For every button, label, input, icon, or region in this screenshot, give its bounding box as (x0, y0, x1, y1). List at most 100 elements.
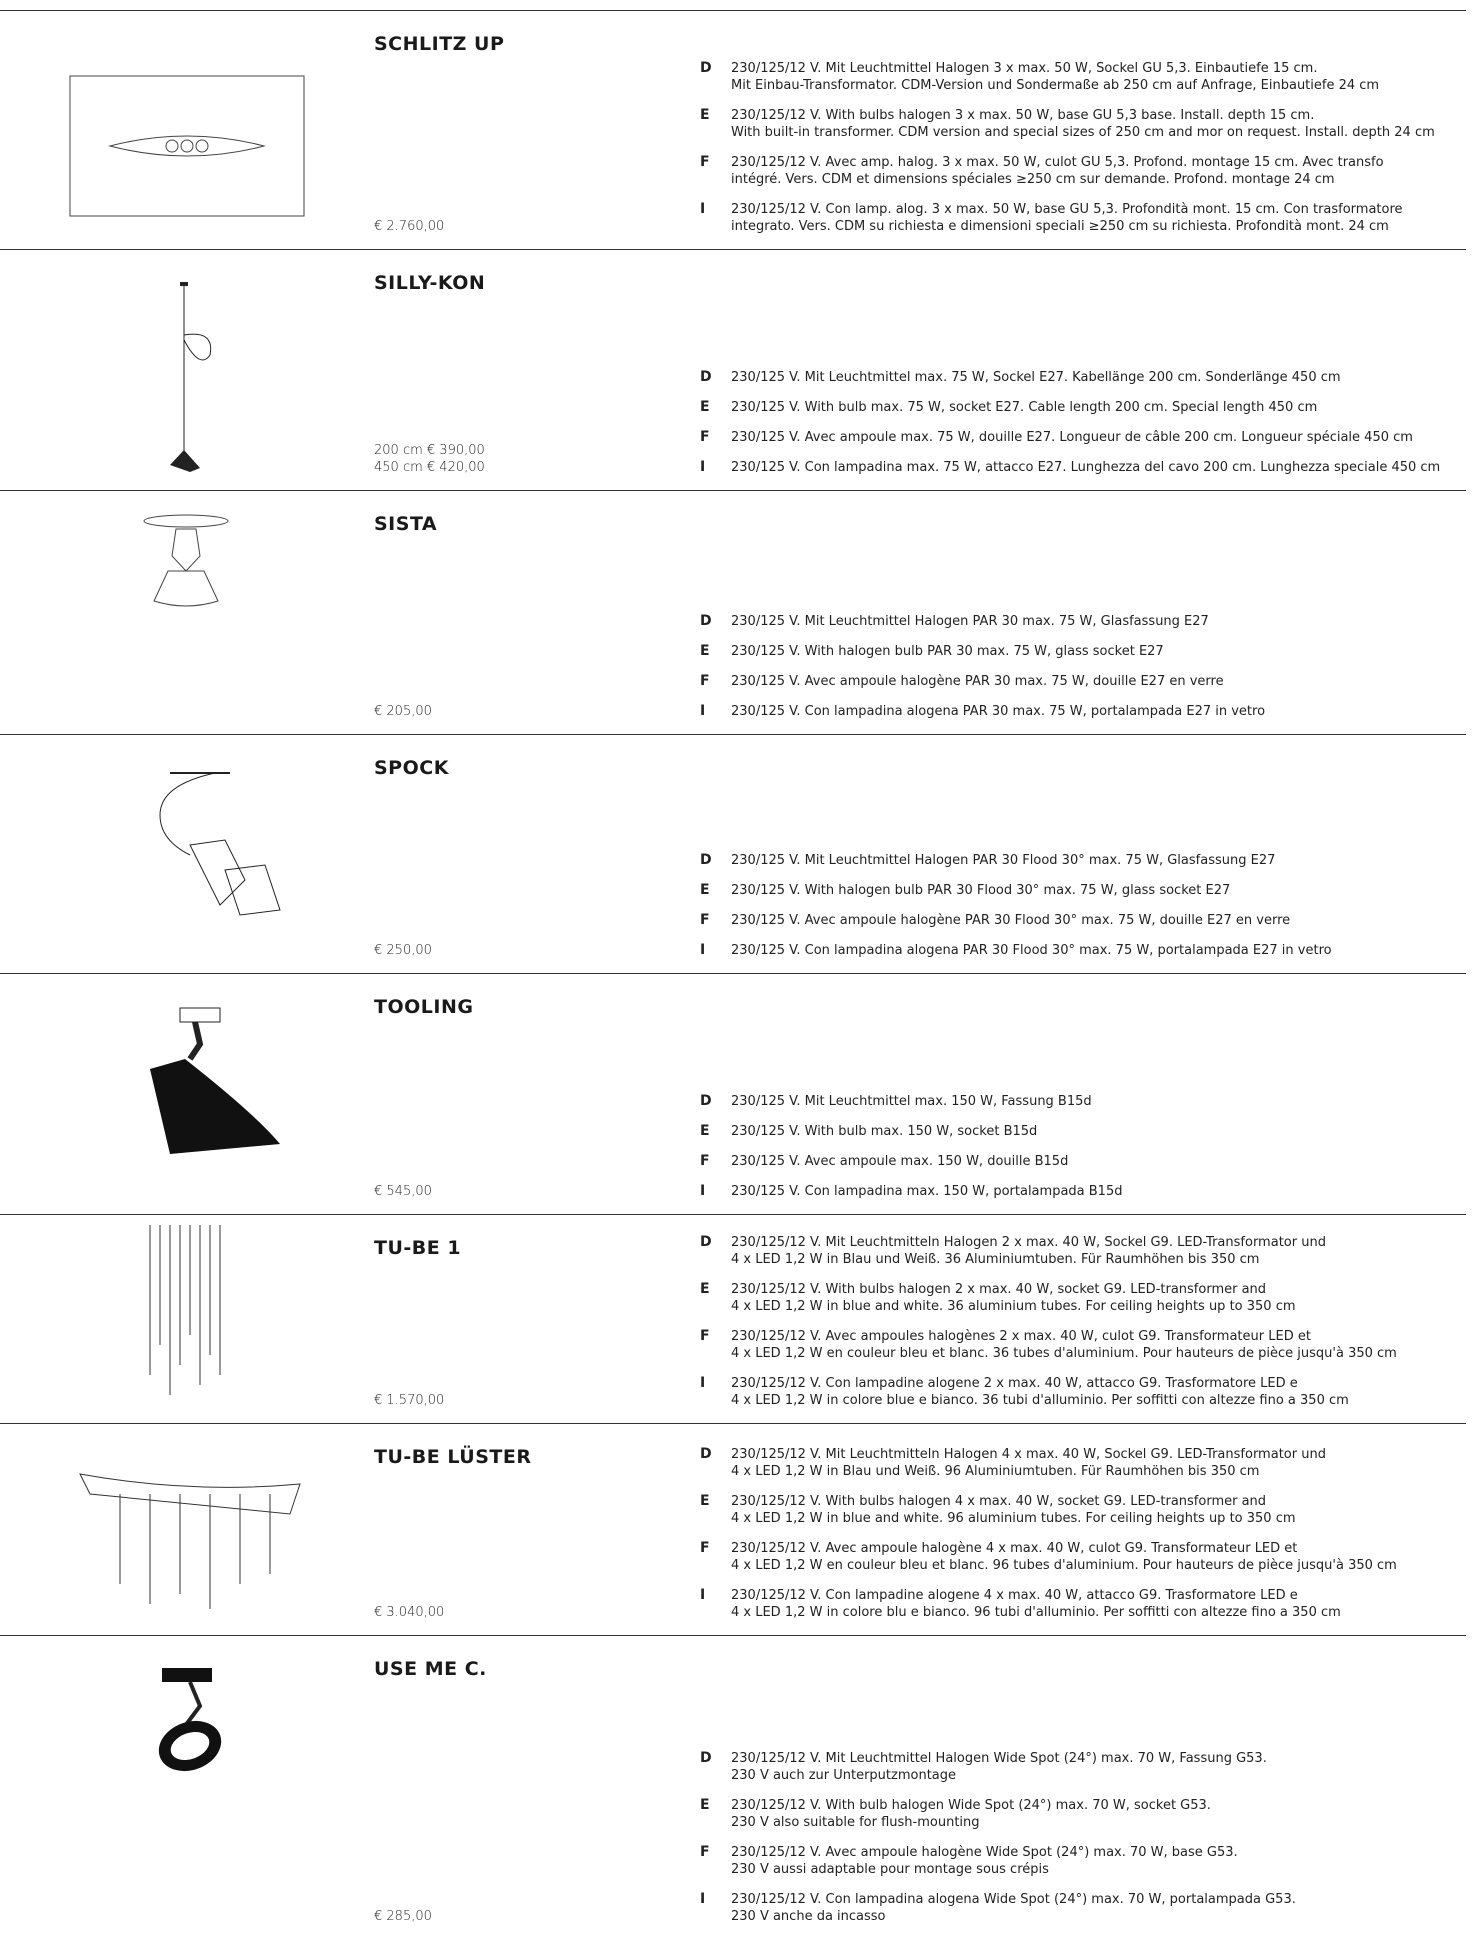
price: € 3.040,00 (374, 1605, 445, 1620)
description: I 230/125 V. Con lampadina alogena PAR 30… (700, 942, 1466, 959)
language-code: D (700, 1234, 712, 1250)
product-row: SCHLITZ UP € 2.760,00 D 230/125/12 V. Mit L… (0, 10, 1466, 249)
description: F 230/125 V. Avec ampoule max. 75 W, doui… (700, 429, 1466, 446)
language-code: D (700, 60, 712, 76)
description-line: 230/125 V. Con lampadina alogena PAR 30 … (731, 943, 1332, 958)
description: I 230/125/12 V. Con lampadine alogene 4 x… (700, 1587, 1466, 1621)
language-code: D (700, 613, 712, 629)
product-image (40, 745, 310, 929)
product-row: SISTA € 205,00 D 230/125 V. Mit Leuchtmitte… (0, 490, 1466, 734)
description: D 230/125 V. Mit Leuchtmittel max. 75 W, … (700, 369, 1466, 386)
description: F 230/125 V. Avec ampoule halogène PAR 30… (700, 673, 1466, 690)
description-line: 230/125 V. Mit Leuchtmittel Halogen PAR … (731, 614, 1209, 629)
price: € 285,00 (374, 1909, 432, 1924)
language-code: F (700, 912, 710, 928)
description-text: 230/125 V. With bulb max. 150 W, socket … (731, 1123, 1466, 1140)
description-text: 230/125 V. Con lampadina alogena PAR 30 … (731, 703, 1466, 720)
description-line: intégré. Vers. CDM et dimensions spécial… (731, 172, 1335, 187)
description-text: 230/125/12 V. Con lamp. alog. 3 x max. 5… (731, 201, 1466, 235)
description-text: 230/125 V. Mit Leuchtmittel Halogen PAR … (731, 613, 1466, 630)
description-text: 230/125/12 V. Mit Leuchtmittel Halogen 3… (731, 60, 1466, 94)
description-line: 4 x LED 1,2 W en couleur bleu et blanc. … (731, 1346, 1397, 1361)
description-text: 230/125/12 V. Avec ampoule halogène Wide… (731, 1844, 1466, 1878)
product-name: SCHLITZ UP (374, 33, 505, 55)
description-line: 230/125 V. With bulb max. 150 W, socket … (731, 1124, 1038, 1139)
description-line: 230/125 V. With halogen bulb PAR 30 max.… (731, 644, 1164, 659)
description: D 230/125 V. Mit Leuchtmittel max. 150 W,… (700, 1093, 1466, 1110)
price-list: € 205,00 (374, 703, 432, 720)
description-line: 230 V anche da incasso (731, 1909, 886, 1924)
price: € 1.570,00 (374, 1393, 445, 1408)
language-code: F (700, 154, 710, 170)
description-line: 4 x LED 1,2 W in blue and white. 96 alum… (731, 1511, 1296, 1526)
product-image (40, 1225, 310, 1429)
language-code: E (700, 399, 710, 415)
product-row: USE ME C. € 285,00 D 230/125/12 V. Mit Leuc… (0, 1635, 1466, 1939)
description-line: 230/125/12 V. Avec ampoules halogènes 2 … (731, 1329, 1311, 1344)
language-code: D (700, 1093, 712, 1109)
product-image (40, 1646, 310, 1810)
description: D 230/125/12 V. Mit Leuchtmitteln Halogen… (700, 1234, 1466, 1268)
description-text: 230/125/12 V. Avec ampoules halogènes 2 … (731, 1328, 1466, 1362)
description: I 230/125 V. Con lampadina alogena PAR 30… (700, 703, 1466, 720)
product-name: TU-BE LÜSTER (374, 1446, 532, 1468)
description: I 230/125/12 V. Con lampadine alogene 2 x… (700, 1375, 1466, 1409)
product-image (40, 260, 310, 489)
price-list: 200 cm € 390,00 450 cm € 420,00 (374, 442, 485, 476)
description: F 230/125 V. Avec ampoule halogène PAR 30… (700, 912, 1466, 929)
description-line: 230/125 V. With bulb max. 75 W, socket E… (731, 400, 1318, 415)
language-code: I (700, 1375, 706, 1391)
descriptions: D 230/125 V. Mit Leuchtmittel Halogen PAR… (700, 613, 1466, 720)
price: 450 cm € 420,00 (374, 460, 485, 475)
description-line: 230/125 V. Avec ampoule halogène PAR 30 … (731, 674, 1224, 689)
description-line: integrato. Vers. CDM su richiesta e dime… (731, 219, 1389, 234)
language-code: F (700, 673, 710, 689)
description: I 230/125 V. Con lampadina max. 75 W, att… (700, 459, 1466, 476)
description-line: 230/125 V. Avec ampoule max. 75 W, douil… (731, 430, 1413, 445)
descriptions: D 230/125/12 V. Mit Leuchtmitteln Halogen… (700, 1446, 1466, 1621)
description-line: 230/125/12 V. Con lampadina alogena Wide… (731, 1892, 1296, 1907)
description: F 230/125 V. Avec ampoule max. 150 W, dou… (700, 1153, 1466, 1170)
description-text: 230/125 V. Con lampadina alogena PAR 30 … (731, 942, 1466, 959)
description-text: 230/125 V. Con lampadina max. 75 W, atta… (731, 459, 1466, 476)
product-name: SILLY-KON (374, 272, 486, 294)
description-line: 4 x LED 1,2 W en couleur bleu et blanc. … (731, 1558, 1397, 1573)
price: 200 cm € 390,00 (374, 443, 485, 458)
language-code: I (700, 459, 706, 475)
description-text: 230/125/12 V. With bulbs halogen 3 x max… (731, 107, 1466, 141)
description-line: 230/125/12 V. Avec ampoule halogène 4 x … (731, 1541, 1298, 1556)
description-line: 230/125/12 V. Con lamp. alog. 3 x max. 5… (731, 202, 1403, 217)
description-text: 230/125 V. Avec ampoule max. 150 W, doui… (731, 1153, 1466, 1170)
description-line: 230/125/12 V. Avec amp. halog. 3 x max. … (731, 155, 1384, 170)
product-name: TOOLING (374, 996, 474, 1018)
product-row: TU-BE LÜSTER € 3.040,00 D 230/125/12 V. Mit… (0, 1423, 1466, 1635)
product-name: SPOCK (374, 757, 449, 779)
descriptions: D 230/125 V. Mit Leuchtmittel Halogen PAR… (700, 852, 1466, 959)
description: E 230/125 V. With halogen bulb PAR 30 max… (700, 643, 1466, 660)
description-line: 4 x LED 1,2 W in blue and white. 36 alum… (731, 1299, 1296, 1314)
description-line: 230 V also suitable for flush-mounting (731, 1815, 980, 1830)
price-list: € 545,00 (374, 1183, 432, 1200)
description-text: 230/125 V. Avec ampoule halogène PAR 30 … (731, 912, 1466, 929)
description-text: 230/125 V. Avec ampoule max. 75 W, douil… (731, 429, 1466, 446)
description: I 230/125 V. Con lampadina max. 150 W, po… (700, 1183, 1466, 1200)
language-code: E (700, 107, 710, 123)
language-code: D (700, 369, 712, 385)
price-list: € 250,00 (374, 942, 432, 959)
description-line: 230/125 V. Con lampadina alogena PAR 30 … (731, 704, 1266, 719)
description: F 230/125/12 V. Avec ampoule halogène 4 x… (700, 1540, 1466, 1574)
description-line: 230/125 V. Avec ampoule max. 150 W, doui… (731, 1154, 1069, 1169)
language-code: I (700, 201, 706, 217)
description-text: 230/125/12 V. With bulb halogen Wide Spo… (731, 1797, 1466, 1831)
language-code: F (700, 1540, 710, 1556)
language-code: I (700, 1891, 706, 1907)
language-code: E (700, 1493, 710, 1509)
description: I 230/125/12 V. Con lamp. alog. 3 x max. … (700, 201, 1466, 235)
language-code: F (700, 1328, 710, 1344)
product-row: SPOCK € 250,00 D 230/125 V. Mit Leuchtmitte… (0, 734, 1466, 973)
price-list: € 285,00 (374, 1908, 432, 1925)
descriptions: D 230/125 V. Mit Leuchtmittel max. 75 W, … (700, 369, 1466, 476)
product-image (40, 501, 310, 625)
product-row: TU-BE 1 € 1.570,00 D 230/125/12 V. Mit Leuc… (0, 1214, 1466, 1423)
